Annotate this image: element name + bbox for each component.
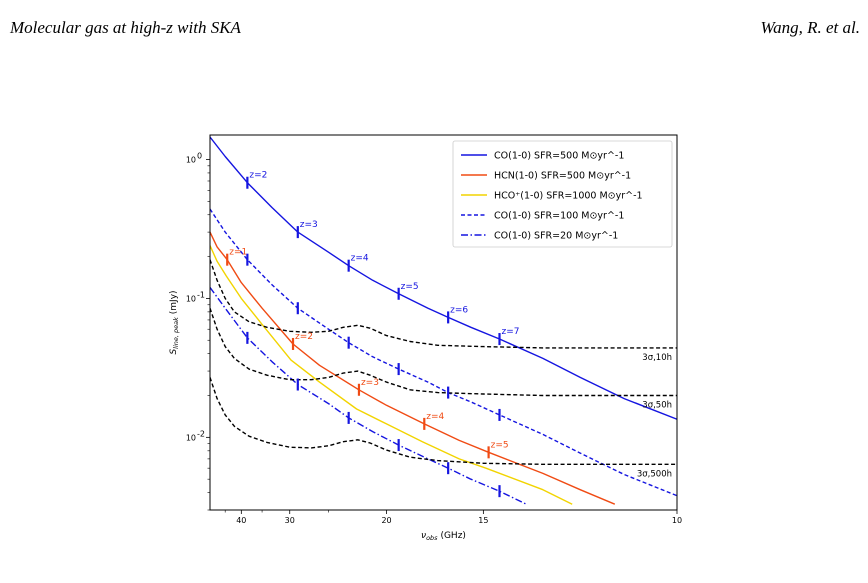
y-tick-exponent: 0 (197, 151, 202, 160)
x-tick-label: 30 (285, 516, 295, 525)
noise-level-label: 3σ,10h (642, 353, 672, 363)
x-axis-subscript: obs (426, 534, 438, 542)
y-tick-exponent: -2 (197, 429, 205, 438)
series-line-1 (210, 231, 616, 505)
redshift-label: z=7 (502, 327, 520, 337)
y-axis-subscript: line, peak (172, 317, 180, 349)
y-tick-label: 10 (186, 155, 196, 164)
redshift-label: z=3 (300, 220, 318, 230)
series-line-3 (210, 208, 677, 497)
series-line-7 (210, 377, 677, 465)
x-tick-label: 10 (672, 516, 682, 525)
x-tick-label: 20 (381, 516, 391, 525)
x-axis-unit: (GHz) (438, 531, 466, 541)
series-line-4 (210, 286, 527, 505)
x-tick-label: 15 (478, 516, 488, 525)
x-tick-label: 40 (236, 516, 246, 525)
legend-entry: HCO⁺(1-0) SFR=1000 M⊙yr^-1 (494, 191, 643, 202)
redshift-label: z=6 (450, 305, 468, 315)
y-tick-label: 10 (186, 433, 196, 442)
x-axis-label: νobs (GHz) (421, 531, 466, 542)
series-line-2 (210, 245, 573, 505)
header-title: Molecular gas at high-z with SKA (10, 18, 241, 37)
redshift-label: z=5 (401, 282, 419, 292)
redshift-label: z=3 (361, 378, 379, 388)
y-axis-symbol: S (169, 349, 179, 355)
y-axis-unit: (mJy) (169, 290, 179, 317)
y-tick-label: 10 (186, 294, 196, 303)
plot-frame (209, 134, 678, 511)
header-authors: Wang, R. et al. (760, 18, 860, 37)
legend-entry: CO(1-0) SFR=20 M⊙yr^-1 (494, 231, 618, 242)
x-axis-symbol: ν (421, 531, 426, 541)
y-tick-exponent: -1 (197, 290, 205, 299)
legend-box (452, 140, 673, 248)
redshift-label: z=4 (351, 254, 369, 264)
redshift-label: z=1 (229, 248, 247, 258)
legend-entry: CO(1-0) SFR=100 M⊙yr^-1 (494, 211, 624, 222)
noise-level-label: 3σ,50h (642, 401, 672, 411)
redshift-label: z=4 (426, 412, 444, 422)
redshift-label: z=5 (491, 440, 509, 450)
legend-entry: HCN(1-0) SFR=500 M⊙yr^-1 (494, 171, 631, 182)
redshift-label: z=2 (249, 171, 267, 181)
series-line-5 (210, 259, 677, 349)
noise-level-label: 3σ,500h (637, 469, 672, 479)
redshift-label: z=2 (295, 332, 313, 342)
legend-entry: CO(1-0) SFR=500 M⊙yr^-1 (494, 151, 624, 162)
y-axis-label: Sline, peak (mJy) (169, 290, 180, 354)
series-line-6 (210, 307, 677, 397)
plot-area (210, 136, 677, 505)
